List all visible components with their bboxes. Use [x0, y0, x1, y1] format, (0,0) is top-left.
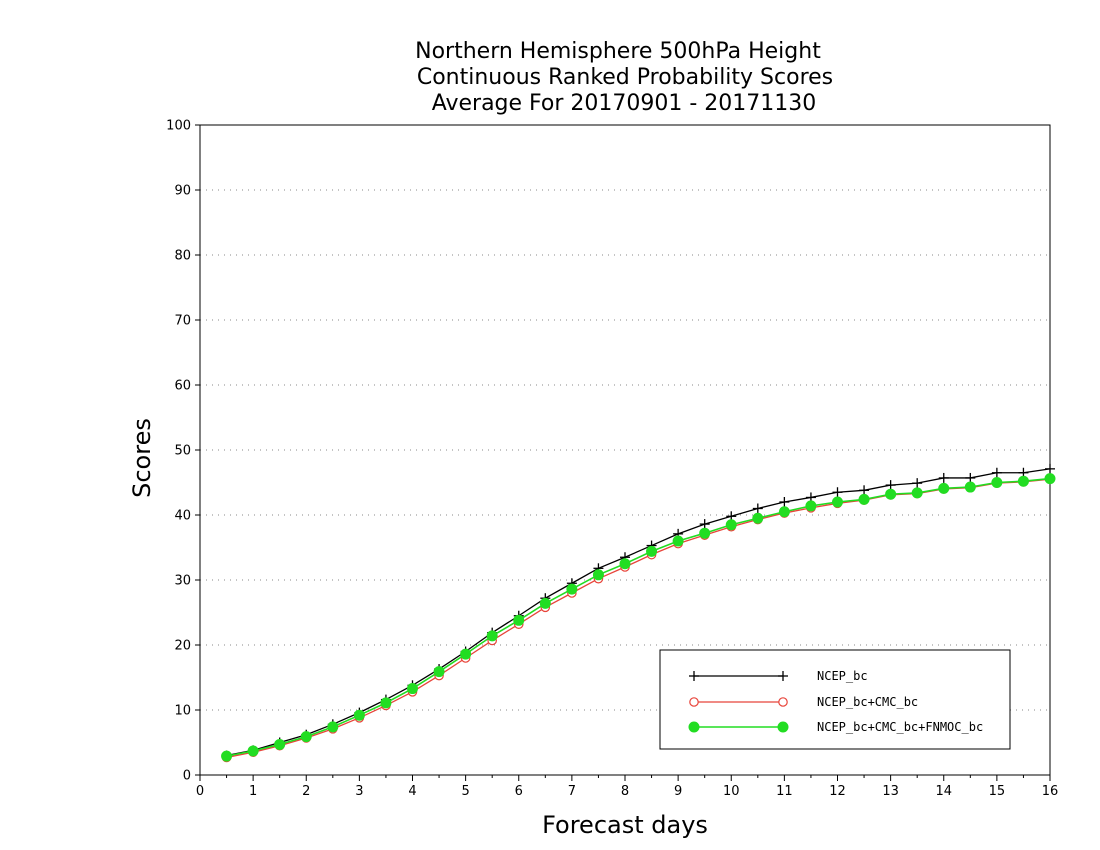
- data-point: [353, 709, 365, 721]
- data-point: [938, 472, 949, 483]
- x-tick-label: 15: [989, 784, 1006, 799]
- legend-marker: [689, 697, 699, 707]
- data-point: [885, 480, 896, 491]
- data-point: [539, 597, 551, 609]
- x-tick-label: 5: [461, 784, 469, 799]
- data-point: [911, 487, 923, 499]
- data-point: [752, 512, 764, 524]
- legend-marker: [778, 697, 788, 707]
- x-tick-label: 4: [408, 784, 416, 799]
- data-point: [699, 519, 710, 530]
- y-tick-label: 20: [174, 639, 191, 654]
- x-tick-label: 0: [196, 784, 204, 799]
- chart-title-line-1: Northern Hemisphere 500hPa Height: [415, 39, 821, 64]
- x-tick-label: 8: [621, 784, 629, 799]
- data-point: [964, 481, 976, 493]
- x-tick-label: 9: [674, 784, 682, 799]
- data-point: [859, 485, 870, 496]
- y-tick-label: 50: [174, 444, 191, 459]
- x-axis: 0 1 2 3 4 5 6 7 8 9 10 11 12 13 14 15 16: [196, 775, 1058, 799]
- legend-marker: [689, 671, 699, 681]
- y-tick-label: 60: [174, 379, 191, 394]
- y-tick-label: 10: [174, 704, 191, 719]
- data-point: [885, 488, 897, 500]
- legend-marker: [777, 721, 789, 733]
- data-point: [832, 487, 843, 498]
- data-point: [938, 482, 950, 494]
- x-tick-label: 13: [882, 784, 899, 799]
- data-point: [1045, 463, 1055, 474]
- data-point: [965, 472, 976, 483]
- data-point: [486, 630, 498, 642]
- x-tick-label: 14: [935, 784, 952, 799]
- legend-entry-3: NCEP_bc+CMC_bc+FNMOC_bc: [688, 720, 983, 734]
- series-3: [221, 473, 1056, 762]
- data-point: [566, 583, 578, 595]
- legend-entry-1: NCEP_bc: [689, 669, 868, 683]
- data-point: [619, 558, 631, 570]
- data-point: [779, 497, 790, 507]
- x-tick-label: 11: [776, 784, 793, 799]
- x-tick-label: 3: [355, 784, 363, 799]
- chart-title-line-3: Average For 20170901 - 20171130: [432, 91, 817, 116]
- y-axis-label: Scores: [128, 418, 156, 498]
- data-point: [699, 527, 711, 539]
- data-point: [778, 506, 790, 518]
- x-tick-label: 2: [302, 784, 310, 799]
- data-point: [912, 478, 923, 489]
- data-point: [646, 545, 658, 557]
- x-tick-label: 12: [829, 784, 846, 799]
- data-point: [725, 519, 737, 531]
- data-point: [300, 731, 312, 743]
- y-tick-label: 100: [166, 119, 191, 134]
- legend: NCEP_bc NCEP_bc+CMC_bc NCEP_bc+CMC_bc+FNMO…: [659, 649, 1011, 750]
- data-point: [407, 683, 418, 695]
- data-point: [380, 697, 392, 709]
- chart-title: Northern Hemisphere 500hPa Height Contin…: [415, 39, 833, 116]
- gridlines: [200, 189, 1050, 711]
- y-tick-label: 0: [183, 769, 191, 784]
- y-tick-label: 80: [174, 249, 191, 264]
- x-tick-label: 10: [723, 784, 740, 799]
- x-tick-label: 1: [249, 784, 257, 799]
- data-point: [327, 721, 339, 733]
- data-point: [460, 648, 472, 660]
- series-lines: [221, 463, 1056, 763]
- data-point: [1044, 473, 1056, 485]
- legend-marker: [688, 721, 700, 733]
- data-point: [805, 500, 817, 512]
- data-point: [991, 477, 1003, 488]
- data-point: [513, 614, 525, 626]
- legend-label: NCEP_bc+CMC_bc: [817, 695, 918, 709]
- legend-label: NCEP_bc: [817, 669, 868, 683]
- data-point: [672, 535, 684, 547]
- data-point: [247, 745, 259, 757]
- y-tick-label: 90: [174, 184, 191, 199]
- data-point: [1017, 475, 1029, 487]
- y-tick-label: 30: [174, 574, 191, 589]
- data-point: [752, 503, 763, 514]
- y-tick-label: 70: [174, 314, 191, 329]
- legend-box: [659, 649, 1011, 750]
- x-tick-label: 7: [568, 784, 576, 799]
- legend-entry-2: NCEP_bc+CMC_bc: [689, 695, 918, 709]
- y-tick-label: 40: [174, 509, 191, 524]
- x-tick-label: 16: [1042, 784, 1059, 799]
- legend-marker: [778, 671, 788, 681]
- x-tick-label: 6: [515, 784, 523, 799]
- data-point: [858, 493, 870, 505]
- data-point: [592, 569, 604, 581]
- data-point: [832, 496, 843, 508]
- legend-label: NCEP_bc+CMC_bc+FNMOC_bc: [817, 720, 983, 734]
- y-axis: 0 10 20 30 40 50 60 70 80 90 100: [166, 119, 200, 784]
- data-point: [991, 467, 1002, 478]
- data-point: [274, 738, 286, 750]
- data-point: [221, 750, 233, 762]
- data-point: [433, 666, 445, 678]
- x-axis-label: Forecast days: [542, 811, 708, 839]
- chart-title-line-2: Continuous Ranked Probability Scores: [417, 65, 833, 90]
